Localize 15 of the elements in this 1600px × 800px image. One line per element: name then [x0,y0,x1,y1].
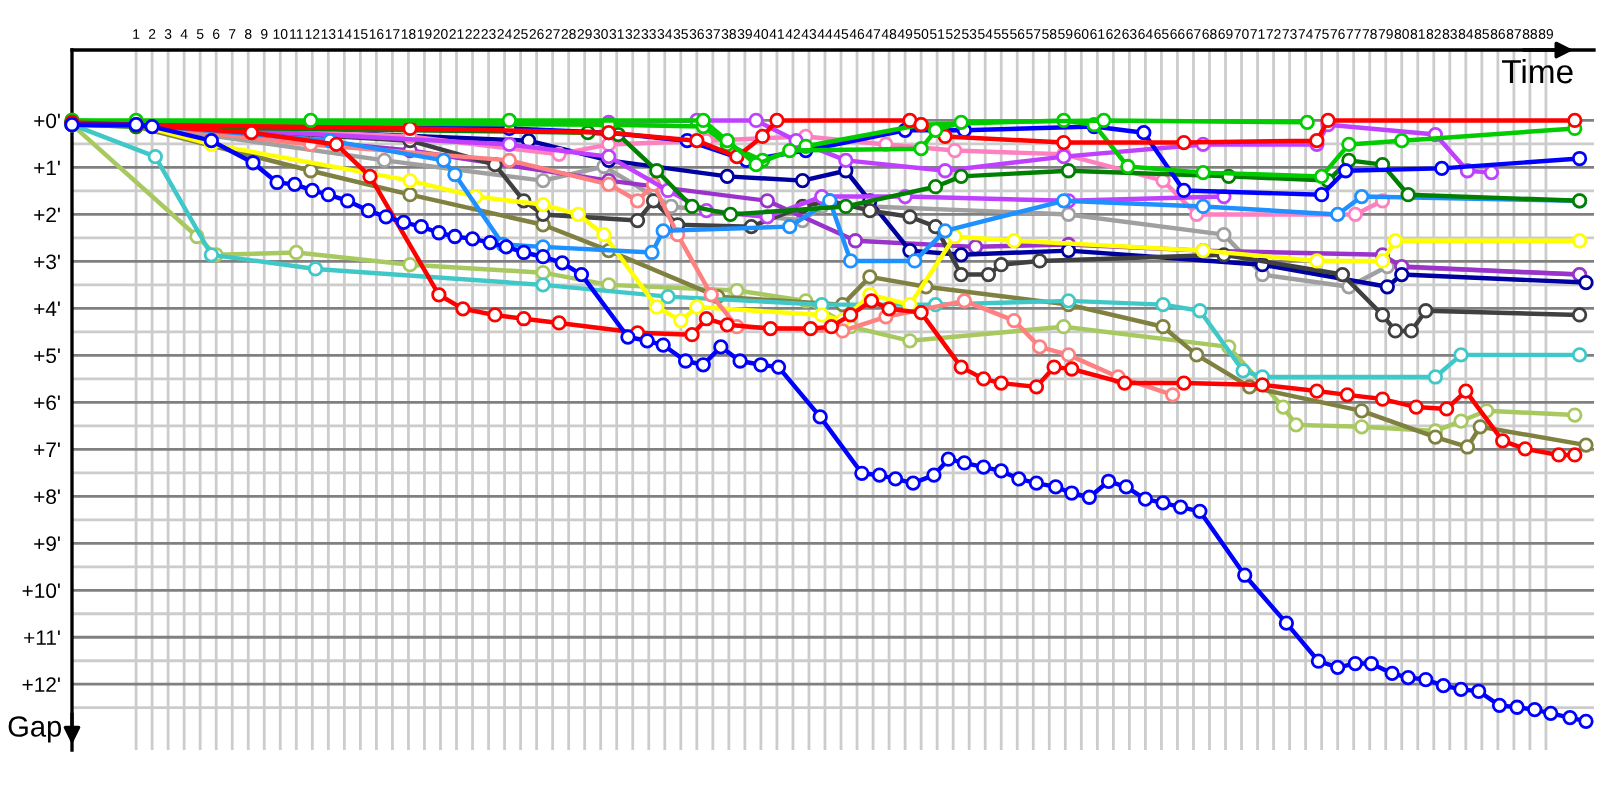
y-tick-label: +7' [34,442,60,457]
y-tick-label: +11' [24,630,60,645]
y-tick-label: +8' [34,489,60,505]
y-tick-label: +12' [22,677,60,692]
y-tick-label: +9' [34,536,60,552]
y-tick-label: +4' [34,301,60,316]
x-axis-title: Time [1502,58,1573,84]
y-tick-label: +1' [34,160,60,175]
y-tick-label: +5' [34,348,60,364]
y-tick-label: +3' [34,254,60,270]
y-tick-label: +6' [34,395,60,411]
y-axis-title: Gap [8,716,62,743]
y-tick-label: +10' [22,583,60,599]
y-tick-label: +0' [34,113,60,129]
y-tick-label: +2' [34,207,60,222]
